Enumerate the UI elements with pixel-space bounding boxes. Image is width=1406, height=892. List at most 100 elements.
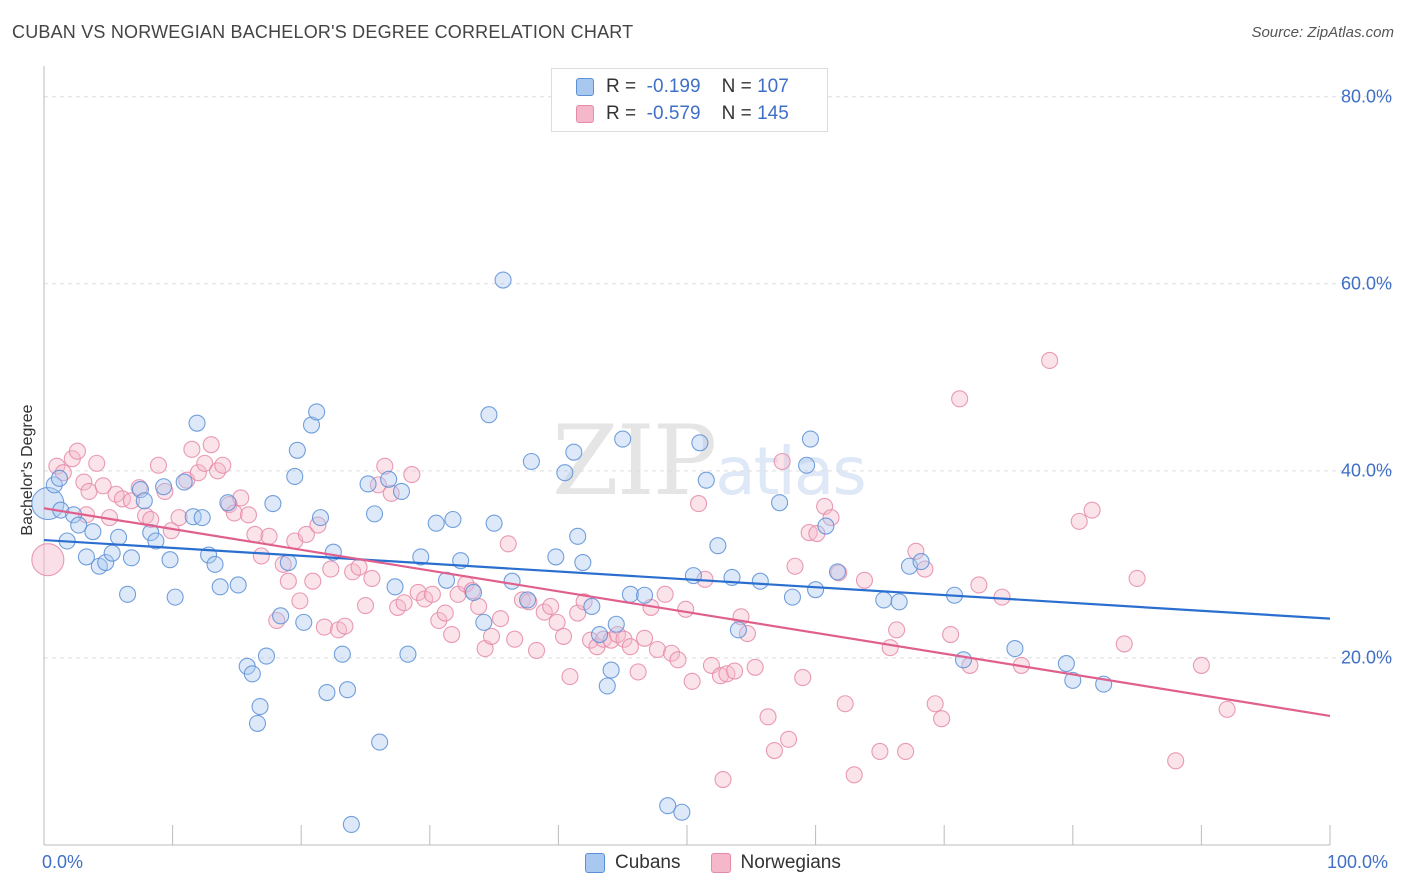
cuban-point: [302, 416, 321, 434]
norwegian-point: [714, 770, 732, 789]
norwegian-point: [246, 525, 264, 544]
norwegian-point: [933, 710, 951, 728]
watermark: ZIPatlas: [552, 405, 867, 517]
cuban-point: [751, 572, 769, 590]
norwegian-point: [279, 572, 297, 590]
norwegian-point: [232, 489, 250, 507]
cuban-point: [229, 576, 247, 594]
norwegian-point: [356, 596, 375, 615]
cuban-point: [333, 645, 351, 663]
norwegian-point: [677, 600, 695, 618]
norwegian-point: [765, 741, 783, 760]
norwegian-point: [506, 630, 524, 648]
cuban-point: [1006, 640, 1024, 658]
norwegian-point: [252, 547, 270, 565]
norwegian-point: [636, 629, 654, 647]
norwegian-point: [897, 742, 915, 761]
cubans-swatch: [585, 853, 605, 873]
cuban-point: [817, 517, 835, 535]
cuban-point: [50, 469, 68, 487]
norwegian-point: [170, 509, 188, 527]
norwegian-point: [970, 576, 988, 594]
cuban-point: [503, 572, 521, 590]
cuban-point: [697, 471, 715, 489]
norwegian-point: [225, 504, 243, 522]
norwegian-point: [75, 473, 93, 491]
cubans-label: Cubans: [615, 852, 681, 873]
cuban-point: [31, 487, 65, 521]
cuban-point: [518, 591, 537, 609]
cuban-point: [1064, 671, 1082, 689]
x-tick-label-max: 100.0%: [1327, 852, 1389, 872]
cuban-point: [771, 494, 789, 512]
norwegian-point: [881, 639, 899, 657]
cuban-point: [798, 456, 816, 474]
norwegian-point: [951, 390, 969, 408]
cubans-trend-line: [43, 538, 1331, 620]
norwegian-point: [196, 454, 214, 472]
cuban-point: [828, 563, 847, 581]
cuban-point: [166, 588, 184, 606]
norwegian-point: [214, 456, 232, 474]
norwegian-point: [836, 695, 854, 713]
cuban-point: [392, 482, 411, 500]
cuban-point: [522, 452, 540, 471]
series-legend-norwegians: Norwegians: [710, 852, 841, 874]
cuban-point: [556, 464, 574, 482]
cuban-point: [574, 553, 592, 572]
norwegian-point: [499, 535, 517, 553]
cuban-point: [464, 583, 483, 602]
watermark-zip: ZIP: [552, 405, 717, 517]
cuban-point: [783, 588, 802, 606]
norwegian-point: [336, 617, 354, 635]
norwegian-point: [1070, 512, 1088, 530]
cuban-point: [103, 544, 121, 562]
cuban-point: [119, 585, 137, 603]
cuban-point: [480, 406, 498, 424]
cuban-point: [342, 815, 360, 833]
norwegian-point: [260, 527, 278, 545]
source-note: Source: ZipAtlas.com: [1251, 24, 1394, 41]
norwegian-point: [395, 594, 413, 612]
norwegian-point: [683, 672, 701, 690]
cuban-point: [565, 443, 583, 461]
legend-n-label: N =: [721, 103, 752, 124]
cuban-point: [636, 586, 654, 604]
cuban-point: [161, 551, 179, 569]
norwegian-point: [315, 618, 333, 636]
legend-swatch-norwegians: [576, 105, 594, 123]
cuban-point: [547, 548, 565, 566]
cuban-point: [308, 403, 326, 421]
norwegian-point: [1083, 501, 1101, 519]
y-tick-label: 40.0%: [1340, 460, 1392, 481]
x-tick-label-min: 0.0%: [42, 852, 84, 872]
cuban-point: [251, 698, 269, 716]
cuban-point: [591, 625, 609, 644]
norwegian-point: [561, 668, 579, 686]
legend-row-cubans: R = -0.199 N = 107: [576, 75, 789, 99]
cuban-point: [386, 578, 404, 596]
norwegian-point: [726, 662, 744, 680]
series-legend-cubans: Cubans: [585, 852, 681, 874]
cuban-point: [147, 532, 165, 550]
norwegian-point: [554, 627, 573, 645]
norwegian-point: [581, 631, 600, 649]
cuban-point: [175, 473, 193, 491]
norwegian-point: [363, 569, 381, 587]
norwegian-point: [1167, 752, 1185, 770]
norwegian-point: [142, 510, 160, 529]
cuban-point: [412, 548, 430, 566]
cuban-point: [131, 481, 149, 499]
cuban-point: [295, 613, 313, 631]
legend-swatch-cubans: [576, 78, 594, 96]
norwegian-point: [773, 452, 791, 471]
cuban-point: [188, 414, 206, 432]
cuban-point: [193, 509, 211, 527]
norwegians-label: Norwegians: [740, 852, 841, 873]
legend-r-label: R =: [606, 103, 637, 124]
cuban-point: [272, 607, 290, 625]
cuban-point: [598, 677, 616, 695]
cuban-point: [602, 661, 620, 679]
norwegian-point: [548, 613, 566, 631]
norwegian-point: [830, 564, 848, 582]
